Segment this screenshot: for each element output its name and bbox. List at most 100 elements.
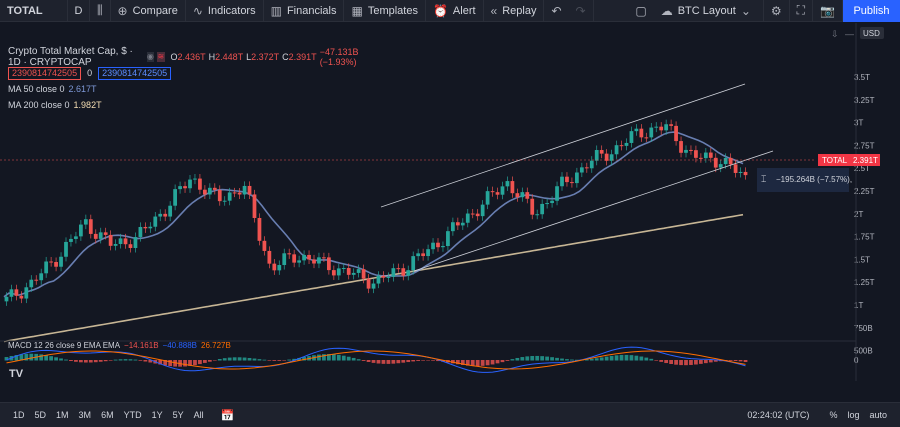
percent-toggle[interactable]: % [829, 410, 838, 420]
measure-box[interactable] [757, 168, 849, 192]
price-axis-tick: 1.5T [854, 255, 870, 264]
macd-histogram-bar [217, 359, 222, 361]
macd-histogram-bar [163, 360, 168, 366]
trade-row: 2390814742505 0 2390814742505 [8, 66, 368, 80]
indicators-button[interactable]: ∿ Indicators [186, 0, 264, 22]
buy-button[interactable]: 2390814742505 [98, 66, 172, 80]
financials-button[interactable]: ▥ Financials [264, 0, 345, 22]
ma50-label[interactable]: MA 50 close 0 [8, 84, 65, 94]
range-button-6m[interactable]: 6M [101, 410, 114, 420]
candle-body [520, 192, 525, 198]
range-button-all[interactable]: All [193, 410, 204, 420]
minimize-icon[interactable]: — [845, 29, 854, 39]
square-icon: ▢ [635, 3, 647, 18]
macd-histogram-bar [257, 359, 262, 361]
candle-body [396, 268, 401, 270]
snapshot-button[interactable]: 📷 [813, 0, 843, 22]
macd-pane[interactable]: 0 [4, 346, 859, 373]
fullscreen-button[interactable]: ⛶ [790, 0, 814, 22]
macd-histogram-bar [203, 360, 207, 363]
macd-histogram-bar [193, 360, 197, 366]
macd-histogram-bar [465, 360, 470, 366]
macd-histogram-bar [113, 359, 118, 361]
range-button-1m[interactable]: 1M [56, 410, 69, 420]
range-button-5d[interactable]: 5D [34, 410, 47, 420]
candle-body [689, 149, 693, 151]
interval-button[interactable]: D [68, 0, 90, 22]
macd-histogram-bar [743, 360, 748, 362]
candle-body [530, 198, 535, 215]
candle-body [59, 256, 63, 267]
ohlc-c-label: C [282, 52, 289, 62]
macd-histogram-bar [212, 360, 217, 361]
compare-button[interactable]: ⊕ Compare [111, 0, 186, 22]
download-icon[interactable]: ⇩ [831, 29, 839, 39]
trend-channel[interactable] [380, 83, 774, 272]
log-toggle[interactable]: log [847, 410, 860, 420]
macd-label[interactable]: MACD 12 26 close 9 EMA EMA [8, 341, 121, 350]
auto-toggle[interactable]: auto [869, 410, 887, 420]
eye-icon[interactable]: ◉ [146, 52, 155, 62]
chart-pane[interactable]: 3.5T 3.25T 3T 2.75T 2.5T 2.25T 2T 1.75T 1.5T 1.25… [0, 23, 900, 398]
range-button-1d[interactable]: 1D [13, 410, 25, 420]
price-axis[interactable]: 3.5T 3.25T 3T 2.75T 2.5T 2.25T 2T 1.75T 1.5T 1.25… [854, 73, 875, 356]
candle-body [723, 157, 728, 165]
ma200-value: 1.982T [73, 100, 102, 110]
candle-body [535, 214, 540, 216]
candle-body [64, 241, 68, 257]
channel-upper-line[interactable] [380, 83, 746, 208]
sell-button[interactable]: 2390814742505 [8, 66, 82, 80]
macd-histogram-bar [168, 360, 173, 367]
visibility-icon[interactable]: ≋ [157, 52, 165, 62]
range-button-5y[interactable]: 5Y [172, 410, 184, 420]
macd-histogram-bar [287, 359, 292, 361]
bottom-toolbar: 1D 5D 1M 3M 6M YTD 1Y 5Y All 📅 02:24:02 (UTC) % … [0, 402, 900, 427]
macd-histogram-bar [386, 360, 391, 364]
channel-lower-line[interactable] [413, 150, 774, 272]
bar-style-button[interactable]: ⫼ [90, 0, 111, 22]
candle-body [317, 257, 321, 264]
settings-button[interactable]: ⚙ [764, 0, 790, 22]
clock-time[interactable]: 02:24:02 (UTC) [747, 410, 810, 420]
templates-icon: ▦ [351, 3, 363, 18]
redo-button[interactable]: ↷ [569, 0, 594, 22]
macd-histogram-bar [371, 360, 376, 363]
macd-histogram-bar [500, 360, 505, 363]
replay-button[interactable]: « Replay [484, 0, 545, 22]
candle-body [684, 149, 688, 153]
fullscreen-toggle[interactable]: ▢ [628, 0, 653, 22]
candle-body [24, 287, 29, 299]
symbol-search-button[interactable]: TOTAL [0, 0, 68, 22]
range-button-ytd[interactable]: YTD [123, 410, 142, 420]
date-range-icon[interactable]: 📅 [220, 409, 235, 422]
macd-line [6, 346, 746, 373]
candle-body [649, 127, 654, 138]
currency-selector[interactable] [860, 27, 884, 39]
candle-body [381, 275, 386, 278]
macd-histogram-bar [713, 360, 718, 362]
macd-histogram-bar [426, 360, 430, 361]
candle-body [644, 137, 649, 139]
macd-histogram-bar [123, 359, 128, 361]
ma200-label[interactable]: MA 200 close 0 [8, 100, 70, 110]
candle-body [485, 191, 490, 205]
candle-body [589, 160, 594, 169]
price-axis-tick: 2.75T [854, 141, 875, 150]
candle-body [222, 200, 227, 202]
candle-body [108, 234, 113, 246]
alarm-clock-icon: ⏰ [432, 3, 448, 18]
candle-body [302, 254, 306, 261]
macd-histogram-bar [158, 360, 163, 365]
undo-button[interactable]: ↶ [544, 0, 568, 22]
symbol-title[interactable]: Crypto Total Market Cap, $ · 1D · CRYPTO… [8, 46, 133, 68]
publish-button[interactable]: Publish [843, 0, 900, 22]
candle-body [138, 226, 143, 238]
candle-body [173, 189, 177, 206]
range-button-3m[interactable]: 3M [78, 410, 92, 420]
candle-body [708, 152, 713, 158]
templates-button[interactable]: ▦ Templates [344, 0, 426, 22]
layout-button[interactable]: ☁ BTC Layout ⌄ [654, 0, 764, 22]
alert-button[interactable]: ⏰ Alert [426, 0, 484, 22]
range-button-1y[interactable]: 1Y [151, 410, 163, 420]
macd-histogram-bar [436, 360, 440, 362]
